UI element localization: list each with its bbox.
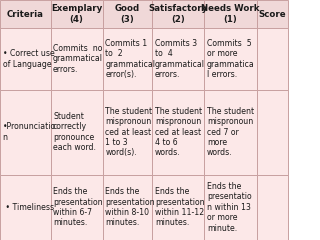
Bar [204,28,257,90]
Bar [204,90,257,175]
Text: Ends the
presentation
within 11-12
minutes.: Ends the presentation within 11-12 minut… [155,187,204,228]
Text: Ends the
presentation
within 6-7
minutes.: Ends the presentation within 6-7 minutes… [53,187,103,228]
Bar [257,28,288,90]
Bar [103,0,152,28]
Bar [204,0,257,28]
Text: Exemplary
(4): Exemplary (4) [51,5,102,24]
Bar [103,28,152,90]
Bar [0,175,51,240]
Text: Score: Score [259,10,286,19]
Text: • Correct use
of Language: • Correct use of Language [3,49,54,69]
Text: •Pronunciatio
n: •Pronunciatio n [3,122,56,142]
Text: Commits  no
grammatical
errors.: Commits no grammatical errors. [53,44,103,74]
Bar [257,90,288,175]
Text: Needs Work
(1): Needs Work (1) [201,5,260,24]
Bar [0,0,51,28]
Bar [51,175,103,240]
Text: Good
(3): Good (3) [115,5,140,24]
Text: Commits 3
to  4
grammatical
errors.: Commits 3 to 4 grammatical errors. [155,39,205,79]
Bar [257,175,288,240]
Bar [152,90,204,175]
Text: • Timeliness: • Timeliness [3,203,54,212]
Bar [0,28,51,90]
Text: The student
mispronoun
ced 7 or
more
words.: The student mispronoun ced 7 or more wor… [207,107,254,157]
Text: The student
mispronoun
ced at least
1 to 3
word(s).: The student mispronoun ced at least 1 to… [105,107,152,157]
Bar [152,0,204,28]
Bar [51,90,103,175]
Bar [152,28,204,90]
Text: Satisfactory
(2): Satisfactory (2) [149,5,208,24]
Bar [204,175,257,240]
Text: Ends the
presentation
within 8-10
minutes.: Ends the presentation within 8-10 minute… [105,187,155,228]
Text: Ends the
presentatio
n within 13
or more
minute.: Ends the presentatio n within 13 or more… [207,182,252,233]
Text: Commits  5
or more
grammatica
l errors.: Commits 5 or more grammatica l errors. [207,39,255,79]
Text: Student
correctly
pronounce
each word.: Student correctly pronounce each word. [53,112,96,152]
Bar [51,28,103,90]
Bar [257,0,288,28]
Text: The student
mispronoun
ced at least
4 to 6
words.: The student mispronoun ced at least 4 to… [155,107,202,157]
Bar [0,90,51,175]
Bar [152,175,204,240]
Bar [103,175,152,240]
Text: Commits 1
to  2
grammatical
error(s).: Commits 1 to 2 grammatical error(s). [105,39,155,79]
Bar [103,90,152,175]
Text: Criteria: Criteria [7,10,44,19]
Bar [51,0,103,28]
